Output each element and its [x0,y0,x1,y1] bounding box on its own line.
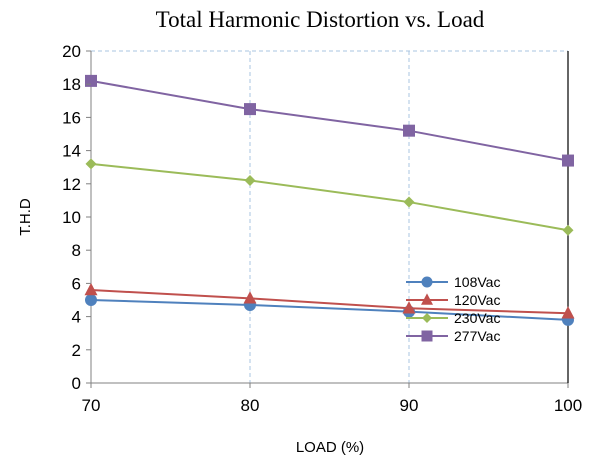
x-tick-label: 80 [241,396,260,415]
y-tick-label: 6 [72,274,81,293]
legend-marker [422,313,432,323]
legend-item: 108Vac [406,274,500,290]
data-point [84,282,98,296]
chart-title: Total Harmonic Distortion vs. Load [156,7,485,32]
series-line [90,289,569,315]
y-tick-label: 4 [72,308,81,327]
y-tick-label: 14 [62,142,81,161]
series-line [90,299,569,321]
y-tick-label: 0 [72,374,81,393]
legend: 108Vac 120Vac 230Vac 277Vac [406,274,500,344]
series-line [90,162,569,232]
series-230Vac [85,158,574,236]
plot-area [84,50,575,384]
data-point [243,291,257,304]
y-tick-label: 18 [62,75,81,94]
y-tick-label: 10 [62,208,81,227]
data-point [402,301,416,314]
y-tick-label: 2 [72,341,81,360]
data-point [85,158,97,170]
legend-label: 230Vac [454,310,500,326]
y-tick-label: 20 [62,42,81,61]
y-tick-labels: 0 2 4 6 8 10 12 14 16 18 20 [62,42,91,393]
legend-item: 120Vac [406,292,500,308]
series-line [90,79,569,162]
legend-item: 230Vac [406,310,500,326]
data-point [244,174,256,186]
legend-marker [421,276,433,288]
legend-label: 120Vac [454,292,500,308]
gridlines [91,50,568,383]
x-axis-label: LOAD (%) [296,439,364,456]
y-tick-label: 16 [62,108,81,127]
legend-label: 277Vac [454,328,500,344]
x-tick-label: 70 [82,396,101,415]
y-axis-label: T.H.D [17,198,34,236]
data-point [244,103,256,116]
series-layer [84,74,575,326]
x-tick-label: 100 [554,396,582,415]
data-point [562,224,574,236]
legend-label: 108Vac [454,274,500,290]
data-point [403,124,415,137]
legend-marker [421,330,433,342]
series-120Vac [84,282,575,319]
data-point [561,306,575,319]
data-point [403,196,415,208]
x-tick-labels: 70 80 90 100 [82,383,582,415]
series-277Vac [85,74,574,167]
data-point [562,154,574,167]
x-tick-label: 90 [400,396,419,415]
y-tick-label: 8 [72,241,81,260]
data-point [85,74,97,87]
y-tick-label: 12 [62,175,81,194]
data-point [85,294,97,306]
legend-item: 277Vac [406,328,500,344]
legend-marker [421,293,433,305]
